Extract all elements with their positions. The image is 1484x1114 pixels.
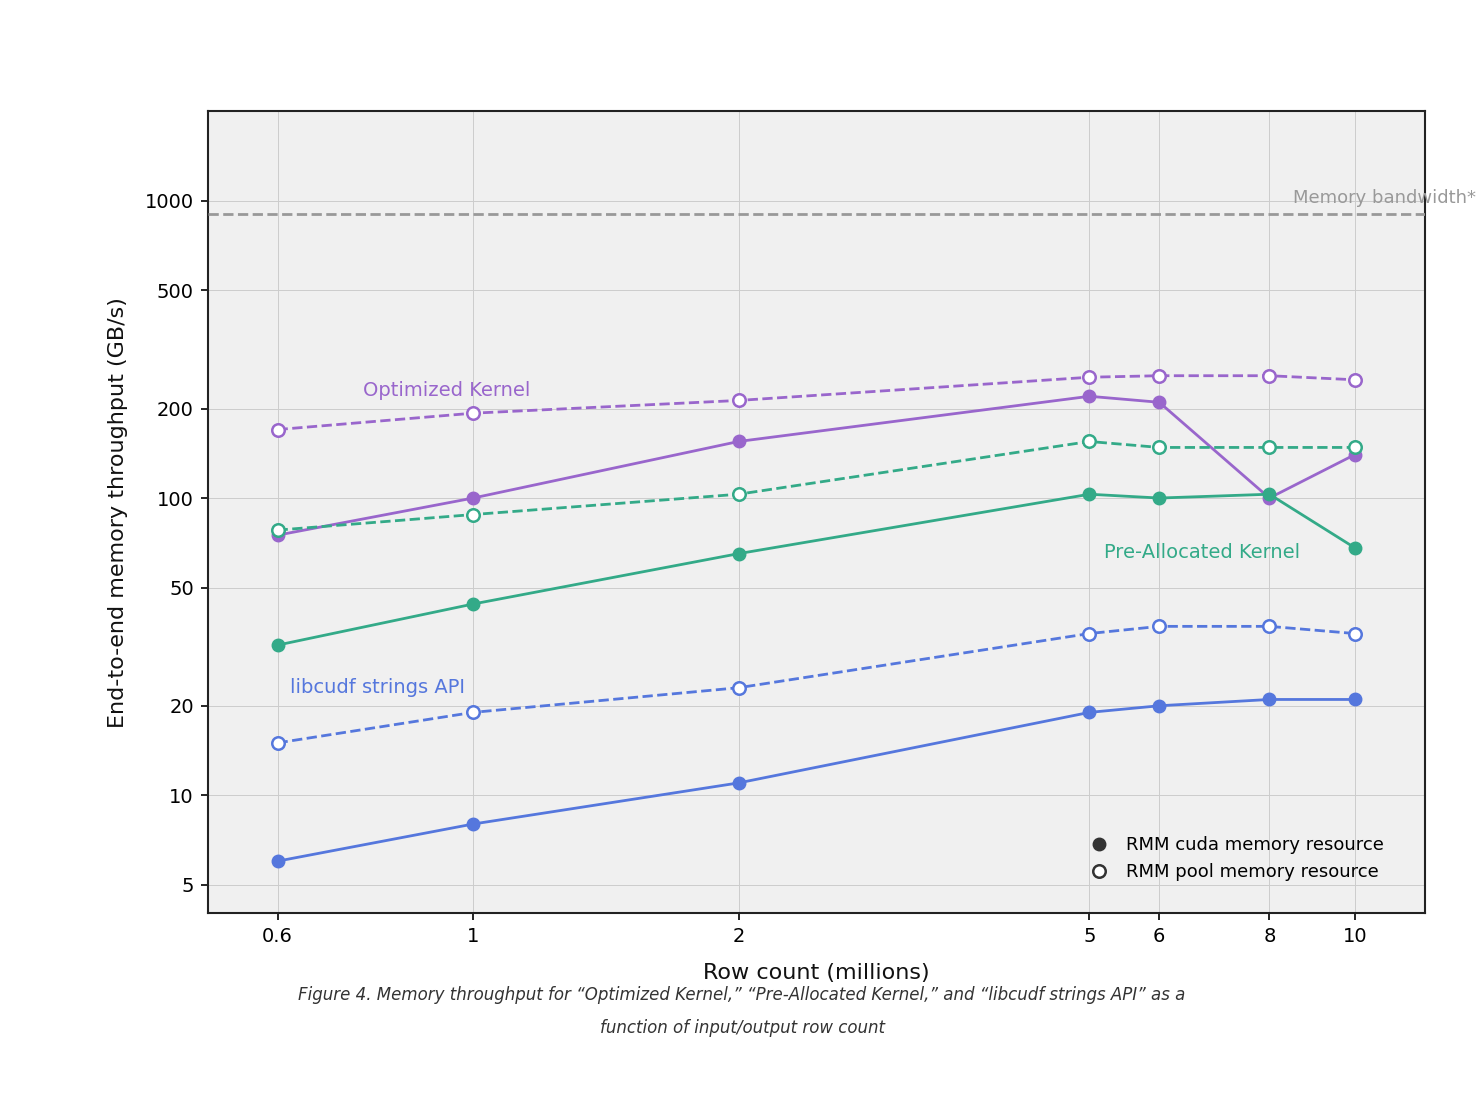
Text: Optimized Kernel: Optimized Kernel (364, 381, 530, 400)
Text: Memory bandwidth*: Memory bandwidth* (1293, 189, 1475, 207)
Legend: RMM cuda memory resource, RMM pool memory resource: RMM cuda memory resource, RMM pool memor… (1074, 829, 1392, 888)
Text: Pre-Allocated Kernel: Pre-Allocated Kernel (1104, 543, 1300, 561)
X-axis label: Row count (millions): Row count (millions) (703, 962, 929, 983)
Text: libcudf strings API: libcudf strings API (291, 678, 464, 697)
Y-axis label: End-to-end memory throughput (GB/s): End-to-end memory throughput (GB/s) (108, 297, 128, 727)
Text: function of input/output row count: function of input/output row count (600, 1019, 884, 1037)
Text: Figure 4. Memory throughput for “Optimized Kernel,” “Pre-Allocated Kernel,” and : Figure 4. Memory throughput for “Optimiz… (298, 986, 1186, 1004)
